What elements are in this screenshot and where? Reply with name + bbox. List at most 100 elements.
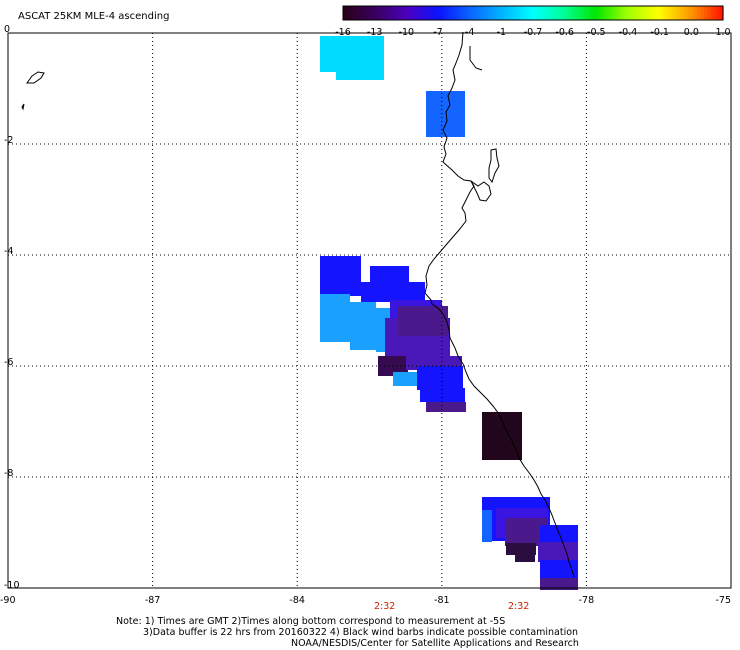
colorbar-segment (567, 6, 572, 20)
colorbar-segment (697, 6, 702, 20)
wind-cell (361, 282, 425, 302)
wind-cell (538, 542, 578, 562)
colorbar-segment (415, 6, 420, 20)
colorbar-segment (612, 6, 616, 20)
colorbar-segment (384, 6, 388, 20)
colorbar-segment (593, 6, 597, 20)
y-tick-label: -4 (4, 246, 13, 257)
colorbar-segment (504, 6, 509, 20)
colorbar-segment (681, 6, 686, 20)
wind-cell (420, 388, 465, 402)
colorbar-segment (710, 6, 715, 20)
colorbar-segment (472, 6, 477, 20)
colorbar-segment (349, 6, 354, 20)
colorbar-segment (662, 6, 667, 20)
x-tick-label: -78 (579, 595, 595, 606)
colorbar-segment (406, 6, 411, 20)
coastline-mainland (424, 31, 575, 578)
colorbar-segment (621, 6, 626, 20)
colorbar-segment (555, 6, 559, 20)
wind-cell (540, 560, 578, 578)
colorbar-segment (542, 6, 547, 20)
colorbar-segment (691, 6, 696, 20)
colorbar-segment (396, 6, 401, 20)
x-tick-label: -81 (434, 595, 450, 606)
colorbar-segment (577, 6, 582, 20)
colorbar-segment (523, 6, 528, 20)
colorbar-segment (707, 6, 711, 20)
map-title: ASCAT 25KM MLE-4 ascending (18, 11, 169, 22)
x-tick-label: -90 (0, 595, 16, 606)
wind-cell (426, 91, 465, 137)
wind-cell (417, 366, 463, 390)
colorbar-segment (675, 6, 680, 20)
colorbar-segment (571, 6, 575, 20)
colorbar-segment (628, 6, 632, 20)
colorbar-segment (441, 6, 445, 20)
colorbar-segment (659, 6, 664, 20)
colorbar-segment (403, 6, 407, 20)
colorbar-segment (460, 6, 464, 20)
colorbar-segment (552, 6, 556, 20)
y-tick-label: -10 (4, 580, 20, 591)
wind-cell (393, 372, 417, 386)
colorbar-segment (545, 6, 550, 20)
colorbar-segment (574, 6, 578, 20)
tick-labels: -90 -87 -84 -81 -78 -75 0 -2 -4 -6 -8 -10 (0, 24, 731, 606)
colorbar-segment (362, 6, 366, 20)
colorbar-segment (365, 6, 369, 20)
wind-cell (515, 550, 535, 562)
colorbar-segment (501, 6, 506, 20)
colorbar-segment (514, 6, 518, 20)
x-tick-label: -87 (145, 595, 161, 606)
colorbar-segment (352, 6, 357, 20)
colorbar-segment (609, 6, 613, 20)
colorbar-segment (488, 6, 493, 20)
colorbar-segment (393, 6, 398, 20)
time-label-1: 2:32 (374, 601, 395, 612)
colorbar-segment (419, 6, 423, 20)
colorbar-segment (387, 6, 392, 20)
wind-cell (336, 62, 384, 80)
wind-cell (398, 306, 448, 336)
colorbar-segment (700, 6, 705, 20)
colorbar-segment (355, 6, 360, 20)
colorbar-segment (602, 6, 607, 20)
colorbar-segment (561, 6, 566, 20)
colorbar-segment (434, 6, 439, 20)
colorbar-segment (669, 6, 673, 20)
colorbar-segment (517, 6, 521, 20)
colorbar-segment (539, 6, 544, 20)
note-line-3: NOAA/NESDIS/Center for Satellite Applica… (291, 638, 579, 649)
colorbar-segment (583, 6, 588, 20)
colorbar-segment (615, 6, 620, 20)
colorbar-segment (685, 6, 689, 20)
colorbar-segment (450, 6, 455, 20)
colorbar-segment (390, 6, 395, 20)
colorbar-segment (533, 6, 537, 20)
colorbar-segment (536, 6, 540, 20)
y-tick-label: -2 (4, 135, 13, 146)
colorbar-segment (688, 6, 692, 20)
coastline-islet (21, 103, 25, 111)
colorbar-segment (498, 6, 502, 20)
data-swaths (320, 36, 578, 590)
colorbar-segment (409, 6, 414, 20)
colorbar-segment (425, 6, 430, 20)
colorbar-segment (672, 6, 677, 20)
colorbar-segment (596, 6, 601, 20)
colorbar-segment (381, 6, 385, 20)
colorbar-segment (713, 6, 718, 20)
colorbar-segment (400, 6, 404, 20)
colorbar-segment (495, 6, 499, 20)
colorbar-segment (457, 6, 461, 20)
colorbar-segment (479, 6, 483, 20)
colorbar-segment (590, 6, 594, 20)
colorbar-segment (485, 6, 490, 20)
note-line-1: Note: 1) Times are GMT 2)Times along bot… (116, 616, 506, 627)
colorbar-segment (640, 6, 645, 20)
colorbar-segment (482, 6, 487, 20)
colorbar-segment (678, 6, 683, 20)
wind-cell (482, 510, 492, 542)
colorbar-segment (507, 6, 512, 20)
